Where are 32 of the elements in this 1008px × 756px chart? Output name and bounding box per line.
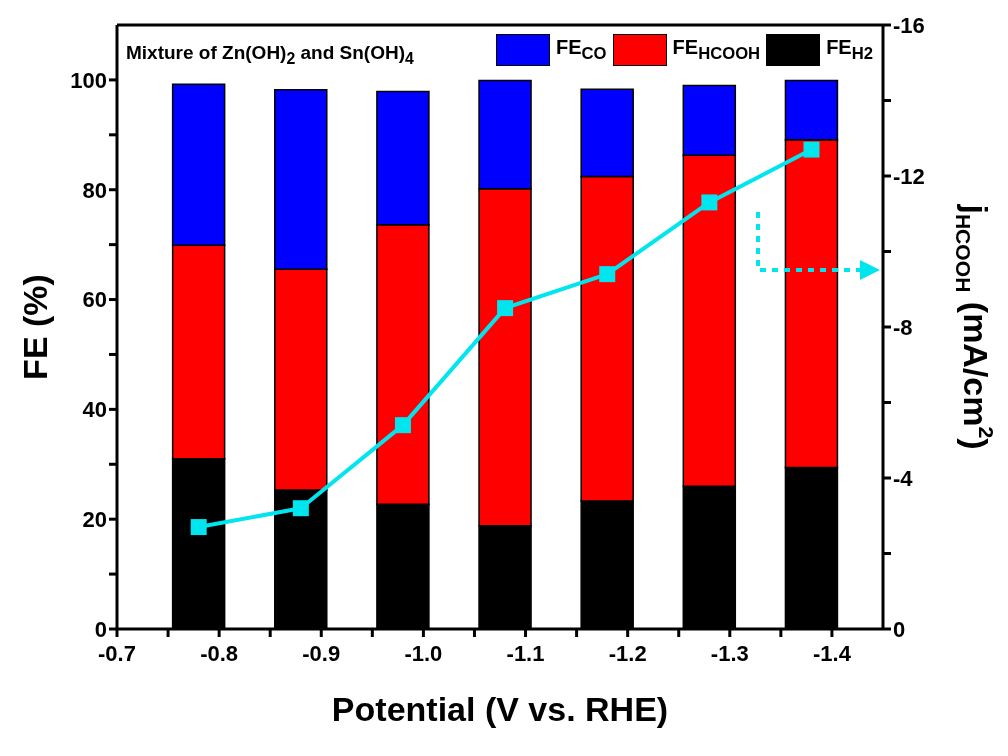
x-tick-label: -1.2 <box>608 640 647 666</box>
y-tick-label: 80 <box>82 177 107 203</box>
x-tick-label: -0.9 <box>302 640 341 666</box>
y-tick-label: 40 <box>82 397 107 423</box>
x-tick-label: -1.0 <box>404 640 443 666</box>
point <box>803 141 820 158</box>
legend-label: FE$_{H2}$ <box>826 36 873 64</box>
x-tick-label: -0.8 <box>200 640 239 666</box>
y2-tick-label: -8 <box>893 314 913 340</box>
point <box>190 519 207 536</box>
y2-tick-label: -12 <box>893 163 925 189</box>
legend-label: FE$_{HCOOH}$ <box>672 36 761 64</box>
y-tick-label: 20 <box>82 506 107 532</box>
annotation: Mixture of Zn(OH)$_{2}$ and Sn(OH)$_{4}$ <box>126 42 414 68</box>
x-tick-label: -1.1 <box>506 640 545 666</box>
legend-label: FE$_{CO}$ <box>556 36 607 64</box>
point <box>599 266 616 283</box>
x-tick-label: -1.3 <box>710 640 749 666</box>
x-axis-title: Potential (V vs. RHE) <box>331 690 669 728</box>
point <box>497 300 514 317</box>
point <box>292 500 309 517</box>
y-axis-title: FE (%) <box>15 274 54 380</box>
y-tick-label: 0 <box>94 616 107 642</box>
x-tick-label: -1.4 <box>812 640 852 666</box>
y2-tick-label: -4 <box>893 465 914 491</box>
y-tick-label: 60 <box>82 287 107 313</box>
y2-tick-label: 0 <box>893 616 906 642</box>
y-tick-label: 100 <box>70 67 107 93</box>
y2-tick-label: -16 <box>893 12 925 38</box>
x-tick-label: -0.7 <box>98 640 136 666</box>
point <box>394 417 411 434</box>
point <box>701 194 718 211</box>
